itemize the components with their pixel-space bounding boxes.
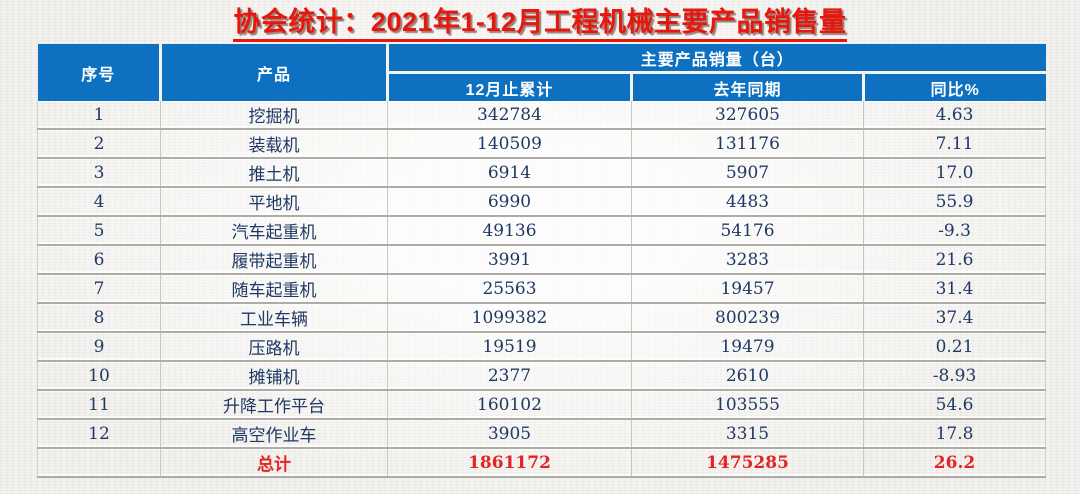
row-product-cell: 挖掘机: [160, 101, 388, 130]
row-last-year-cell: 327605: [631, 101, 864, 130]
row-index-cell: 3: [37, 158, 161, 188]
title-bar: 协会统计：2021年1-12月工程机械主要产品销售量: [0, 6, 1080, 43]
row-yoy-cell: 37.4: [862, 303, 1047, 333]
table-row: 12 高空作业车 3905 3315 17.8: [37, 419, 1047, 449]
table-row: 10 摊铺机 2377 2610 -8.93: [37, 361, 1047, 391]
table-footer: 总计 1861172 1475285 26.2: [37, 448, 1047, 478]
row-yoy-cell: 31.4: [862, 274, 1047, 304]
row-index-cell: 4: [37, 187, 161, 217]
row-yoy-cell: 21.6: [862, 245, 1047, 275]
header-product: 产品: [160, 44, 389, 101]
table-row: 1 挖掘机 342784 327605 4.63: [37, 101, 1047, 130]
table-row: 6 履带起重机 3991 3283 21.6: [37, 245, 1047, 275]
row-yoy-cell: 7.11: [862, 129, 1047, 159]
row-product-cell: 推土机: [160, 158, 388, 188]
row-product-cell: 摊铺机: [160, 361, 388, 391]
row-cumulative-cell: 3905: [387, 419, 632, 449]
row-product-cell: 汽车起重机: [160, 216, 388, 246]
header-yoy-percent: 同比%: [863, 72, 1046, 101]
row-index-cell: 9: [37, 332, 161, 362]
table-row: 11 升降工作平台 160102 103555 54.6: [37, 390, 1047, 420]
total-last-year-value: 1475285: [631, 448, 864, 478]
row-yoy-cell: 4.63: [862, 101, 1047, 130]
total-row: 总计 1861172 1475285 26.2: [37, 448, 1047, 478]
row-last-year-cell: 3283: [631, 245, 864, 275]
row-last-year-cell: 103555: [631, 390, 864, 420]
row-product-cell: 压路机: [160, 332, 388, 362]
row-product-cell: 升降工作平台: [160, 390, 388, 420]
table-row: 5 汽车起重机 49136 54176 -9.3: [37, 216, 1047, 246]
row-product-cell: 工业车辆: [160, 303, 388, 333]
total-yoy-value: 26.2: [862, 448, 1047, 478]
row-last-year-cell: 54176: [631, 216, 864, 246]
row-yoy-cell: -8.93: [862, 361, 1047, 391]
table-row: 7 随车起重机 25563 19457 31.4: [37, 274, 1047, 304]
row-yoy-cell: -9.3: [862, 216, 1047, 246]
table-row: 9 压路机 19519 19479 0.21: [37, 332, 1047, 362]
row-last-year-cell: 800239: [631, 303, 864, 333]
row-index-cell: 10: [37, 361, 161, 391]
row-cumulative-cell: 3991: [387, 245, 632, 275]
row-cumulative-cell: 160102: [387, 390, 632, 420]
row-cumulative-cell: 25563: [387, 274, 632, 304]
row-cumulative-cell: 19519: [387, 332, 632, 362]
row-index-cell: 6: [37, 245, 161, 275]
row-last-year-cell: 4483: [631, 187, 864, 217]
row-last-year-cell: 131176: [631, 129, 864, 159]
row-yoy-cell: 17.8: [862, 419, 1047, 449]
row-index-cell: 8: [37, 303, 161, 333]
row-yoy-cell: 54.6: [862, 390, 1047, 420]
row-last-year-cell: 5907: [631, 158, 864, 188]
row-product-cell: 随车起重机: [160, 274, 388, 304]
row-product-cell: 高空作业车: [160, 419, 388, 449]
row-product-cell: 平地机: [160, 187, 388, 217]
row-yoy-cell: 0.21: [862, 332, 1047, 362]
total-label: 总计: [160, 448, 388, 478]
row-index-cell: 1: [37, 101, 161, 130]
row-cumulative-cell: 1099382: [387, 303, 632, 333]
row-last-year-cell: 3315: [631, 419, 864, 449]
row-yoy-cell: 55.9: [862, 187, 1047, 217]
row-cumulative-cell: 140509: [387, 129, 632, 159]
row-last-year-cell: 2610: [631, 361, 864, 391]
row-cumulative-cell: 6914: [387, 158, 632, 188]
table-row: 8 工业车辆 1099382 800239 37.4: [37, 303, 1047, 333]
table-row: 3 推土机 6914 5907 17.0: [37, 158, 1047, 188]
row-index-cell: 5: [37, 216, 161, 246]
table-row: 2 装载机 140509 131176 7.11: [37, 129, 1047, 159]
row-cumulative-cell: 49136: [387, 216, 632, 246]
row-product-cell: 履带起重机: [160, 245, 388, 275]
row-index-cell: 7: [37, 274, 161, 304]
total-cumulative-value: 1861172: [387, 448, 632, 478]
row-index-cell: 11: [37, 390, 161, 420]
row-index-cell: 12: [37, 419, 161, 449]
header-index: 序号: [37, 44, 162, 101]
table-header: 序号 产品 主要产品销量（台） 12月止累计 去年同期 同比%: [37, 44, 1046, 101]
total-no-cell: [37, 448, 161, 478]
row-yoy-cell: 17.0: [862, 158, 1047, 188]
row-last-year-cell: 19479: [631, 332, 864, 362]
header-cumulative-dec: 12月止累计: [387, 72, 633, 101]
row-cumulative-cell: 6990: [387, 187, 632, 217]
header-group-sales: 主要产品销量（台）: [387, 44, 1046, 74]
page-title: 协会统计：2021年1-12月工程机械主要产品销售量: [233, 6, 847, 43]
header-last-year: 去年同期: [631, 72, 865, 101]
row-cumulative-cell: 342784: [387, 101, 632, 130]
table-row: 4 平地机 6990 4483 55.9: [37, 187, 1047, 217]
row-last-year-cell: 19457: [631, 274, 864, 304]
row-index-cell: 2: [37, 129, 161, 159]
row-cumulative-cell: 2377: [387, 361, 632, 391]
table-body: 1 挖掘机 342784 327605 4.63 2 装载机 140509 13…: [37, 101, 1047, 449]
row-product-cell: 装载机: [160, 129, 388, 159]
sales-table: 序号 产品 主要产品销量（台） 12月止累计 去年同期 同比% 1 挖掘机 34…: [37, 44, 1047, 478]
